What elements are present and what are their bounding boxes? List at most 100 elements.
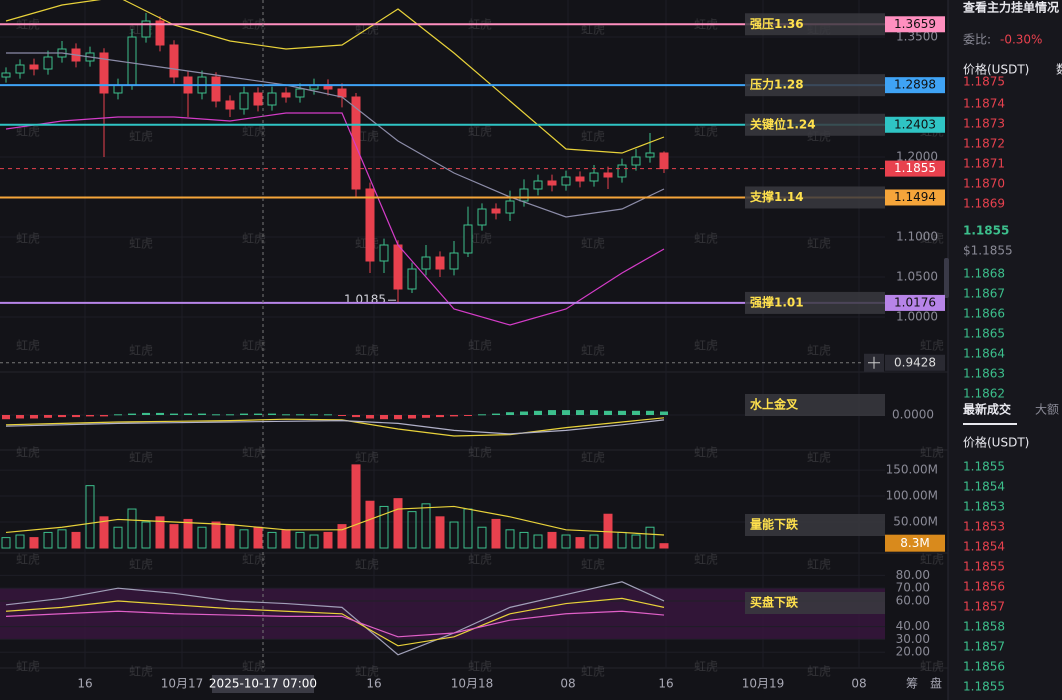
macd-bar (212, 414, 220, 416)
price-tag (885, 77, 945, 94)
last-price: 1.1855 (963, 224, 1009, 238)
watermark: 虹虎 (129, 451, 153, 465)
volume-bar (337, 524, 347, 549)
macd-bar (72, 415, 80, 418)
macd-bar (604, 410, 612, 415)
bottom-tab[interactable]: 盘 (930, 676, 942, 691)
y-tick-label: 50.00M (893, 515, 938, 529)
macd-bar (660, 411, 668, 415)
macd-bar (142, 412, 150, 415)
level-label: 关键位1.24 (750, 116, 816, 131)
volume-bar (589, 534, 599, 549)
scroll-handle[interactable] (944, 258, 949, 298)
macd-bar (576, 410, 584, 415)
volume-bar (225, 524, 235, 549)
candle-body (533, 180, 543, 190)
tab: 大额 (1035, 403, 1059, 417)
level-label-bg (745, 592, 885, 614)
volume-bar (113, 526, 123, 549)
col-header: 价格(USDT) (963, 62, 1029, 77)
bottom-tab[interactable]: 筹 (906, 677, 918, 691)
ask-price: 1.1872 (963, 137, 1005, 151)
time-tag (212, 675, 314, 693)
y-tick-label: 40.00 (896, 619, 930, 633)
macd-bar (16, 415, 24, 419)
y-tick-label: 0.0000 (892, 408, 934, 422)
candle-body (435, 256, 445, 270)
panel-separators (0, 371, 948, 669)
book-title: 查看主力挂单情况 (962, 0, 1059, 15)
bid-price: 1.1867 (963, 287, 1005, 301)
volume-bar (351, 464, 361, 549)
watermark: 虹虎 (920, 446, 944, 460)
x-tick-label: 10月19 (742, 677, 785, 691)
watermark: 虹虎 (468, 232, 492, 246)
level-label-bg (745, 113, 885, 136)
level-label: 水上金叉 (750, 397, 799, 412)
macd-bar (632, 410, 640, 415)
y-tick-label: 70.00 (896, 581, 930, 595)
trade-price: 1.1857 (963, 600, 1005, 614)
x-tick-label: 10月18 (451, 677, 494, 691)
ask-price: 1.1871 (963, 157, 1005, 171)
y-tick-label: 20.00 (896, 645, 930, 659)
trade-price: 1.1855 (963, 680, 1005, 694)
ask-price: 1.1874 (963, 97, 1005, 111)
volume-bar (15, 534, 25, 549)
level-label-bg (745, 514, 885, 536)
trade-price: 1.1856 (963, 580, 1005, 594)
macd-bar (240, 413, 248, 415)
watermark: 虹虎 (129, 237, 153, 251)
volume-bar (295, 531, 305, 549)
watermark: 虹虎 (355, 344, 379, 358)
watermark: 虹虎 (468, 660, 492, 674)
ask-price: 1.1873 (963, 117, 1005, 131)
watermark: 虹虎 (581, 130, 605, 144)
candle-body (449, 252, 459, 270)
level-label-bg (745, 394, 885, 416)
macd-bar (464, 415, 472, 416)
col-header: 价格(USDT) (963, 435, 1029, 450)
watermark: 虹虎 (807, 558, 831, 572)
trade-price: 1.1855 (963, 560, 1005, 574)
boll-line (5, 112, 665, 326)
volume-bar (407, 511, 417, 549)
volume-bar (141, 521, 151, 549)
volume-bar (309, 534, 319, 549)
trade-price: 1.1855 (963, 460, 1005, 474)
rsi-line (5, 597, 665, 647)
volume-bar (505, 529, 515, 549)
x-tick-label: 08 (560, 677, 575, 691)
volume-bar (379, 505, 389, 549)
volume-bar (323, 531, 333, 549)
trade-price: 1.1858 (963, 620, 1005, 634)
candle-body (603, 172, 613, 178)
candle-body (505, 200, 515, 214)
candle-body (29, 64, 39, 70)
candle-body (421, 256, 431, 270)
volume-bar (631, 534, 641, 549)
watermark: 虹虎 (920, 339, 944, 353)
macd-line (5, 417, 665, 437)
side-panel-bg (948, 0, 1062, 700)
y-tick-label: 60.00 (896, 593, 930, 607)
rsi-line (5, 610, 665, 638)
watermark: 虹虎 (16, 553, 40, 567)
volume-ma (5, 505, 665, 536)
watermark: 虹虎 (581, 665, 605, 679)
price-tag-text: 1.1494 (894, 190, 936, 204)
volume-bar (575, 537, 585, 549)
volume-bar (253, 526, 263, 549)
price-tag-text: 1.0176 (894, 295, 936, 309)
ratio-label: 委比: (963, 33, 991, 47)
bid-price: 1.1862 (963, 387, 1005, 401)
volume-tag (885, 534, 945, 552)
watermark: 虹虎 (694, 232, 718, 246)
macd-bar (226, 414, 234, 416)
watermark: 虹虎 (355, 558, 379, 572)
candle-body (365, 188, 375, 262)
watermark: 虹虎 (694, 125, 718, 139)
macd-bar (478, 414, 486, 416)
watermark: 虹虎 (242, 446, 266, 460)
candle-body (561, 176, 571, 186)
